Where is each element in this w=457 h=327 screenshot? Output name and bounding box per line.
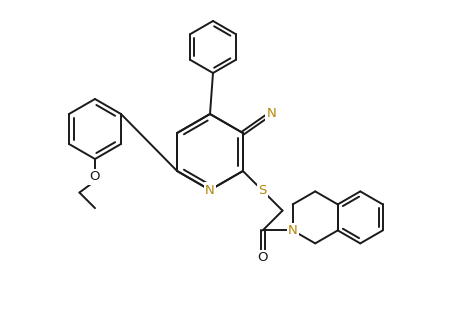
Text: N: N — [205, 183, 215, 197]
Text: N: N — [266, 107, 276, 120]
Text: N: N — [288, 224, 298, 237]
Text: O: O — [90, 170, 100, 183]
Text: N: N — [288, 224, 298, 237]
Text: S: S — [259, 184, 267, 197]
Text: O: O — [257, 251, 268, 264]
